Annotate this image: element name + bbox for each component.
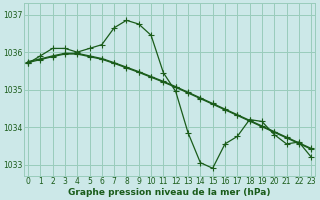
X-axis label: Graphe pression niveau de la mer (hPa): Graphe pression niveau de la mer (hPa) (68, 188, 271, 197)
